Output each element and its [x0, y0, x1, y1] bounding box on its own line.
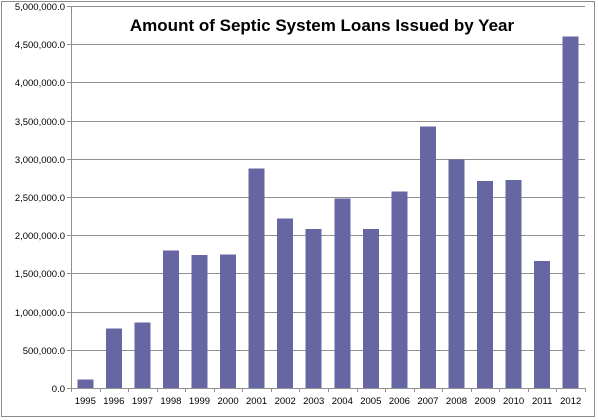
bar-2002: [277, 218, 294, 388]
x-tick-label: 1996: [103, 396, 124, 407]
x-tick-label: 2009: [475, 396, 496, 407]
bar-2003: [305, 229, 322, 388]
y-tick-label: 2,000,000.0: [15, 231, 65, 242]
bar-2008: [448, 159, 465, 388]
x-axis-ticks: 1995 1996 1997 1998 1999 2000 2001 2002 2003 2004…: [71, 388, 586, 407]
y-tick-label: 2,500,000.0: [15, 193, 65, 204]
bar-2009: [477, 181, 494, 388]
bar-2012: [562, 36, 579, 388]
y-tick-label: 500,000.0: [23, 346, 65, 357]
y-tick-label: 3,000,000.0: [15, 155, 65, 166]
x-tick-label: 2007: [417, 396, 438, 407]
bar-2005: [362, 229, 379, 388]
bar-2011: [534, 261, 551, 388]
x-tick-label: 2003: [303, 396, 324, 407]
x-tick-label: 2011: [532, 396, 552, 407]
x-tick-label: 1999: [189, 396, 210, 407]
y-tick-label: 3,500,000.0: [15, 117, 65, 128]
bar-2007: [419, 126, 436, 388]
x-tick-label: 2000: [218, 396, 239, 407]
bar-1996: [105, 328, 122, 388]
x-tick-label: 2005: [360, 396, 381, 407]
x-tick-label: 2012: [560, 396, 581, 407]
y-tick-label: 0.0: [52, 384, 65, 395]
x-tick-label: 2002: [275, 396, 296, 407]
y-tick-label: 4,500,000.0: [15, 40, 65, 51]
bar-2006: [391, 191, 408, 388]
bar-1997: [134, 322, 151, 388]
x-tick-label: 1998: [160, 396, 181, 407]
x-tick-label: 2004: [332, 396, 353, 407]
y-tick-label: 1,500,000.0: [15, 269, 65, 280]
bar-2001: [248, 168, 265, 388]
y-tick-label: 4,000,000.0: [15, 78, 65, 89]
bar-2004: [334, 198, 351, 388]
x-tick-label: 1997: [132, 396, 153, 407]
bars: [77, 36, 579, 388]
bar-1999: [191, 255, 208, 388]
y-tick-label: 1,000,000.0: [15, 308, 65, 319]
x-tick-label: 2010: [503, 396, 524, 407]
y-axis-ticks: 0.0 500,000.0 1,000,000.0 1,500,000.0 2,000,…: [15, 2, 71, 395]
chart-title: Amount of Septic System Loans Issued by …: [130, 16, 515, 35]
x-tick-label: 2001: [246, 396, 267, 407]
bar-2010: [505, 180, 522, 388]
x-tick-label: 2008: [446, 396, 467, 407]
bar-1995: [77, 379, 94, 388]
bar-1998: [162, 250, 179, 388]
bar-2000: [220, 254, 237, 388]
x-tick-label: 1995: [75, 396, 96, 407]
gridlines: [71, 6, 585, 351]
x-tick-label: 2006: [389, 396, 410, 407]
y-tick-label: 5,000,000.0: [15, 2, 65, 13]
